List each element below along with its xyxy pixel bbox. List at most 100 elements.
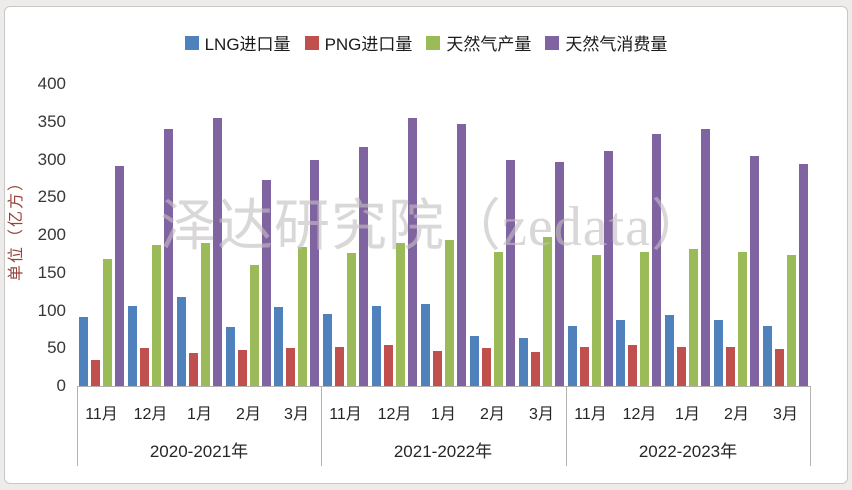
axis-divider bbox=[77, 386, 78, 466]
bar bbox=[494, 252, 503, 386]
bar bbox=[335, 347, 344, 386]
bar bbox=[384, 345, 393, 386]
y-tick-label: 400 bbox=[37, 74, 66, 93]
bar bbox=[457, 124, 466, 386]
bar bbox=[238, 350, 247, 386]
bar bbox=[213, 118, 222, 386]
year-group-label: 2021-2022年 bbox=[393, 442, 493, 461]
bar bbox=[91, 360, 100, 386]
x-axis-line bbox=[77, 386, 810, 387]
month-label: 12月 bbox=[377, 406, 412, 423]
bar bbox=[445, 240, 454, 386]
y-tick-label: 50 bbox=[47, 338, 66, 358]
month-label: 3月 bbox=[284, 406, 309, 423]
bar bbox=[396, 243, 405, 386]
bar bbox=[226, 327, 235, 386]
bar bbox=[506, 160, 515, 386]
bar bbox=[775, 349, 784, 386]
bar bbox=[372, 306, 381, 386]
bar bbox=[726, 347, 735, 386]
bar bbox=[164, 129, 173, 386]
bar bbox=[286, 348, 295, 386]
year-group-label: 2022-2023年 bbox=[638, 442, 738, 461]
month-label: 11月 bbox=[85, 406, 118, 423]
bar bbox=[470, 336, 479, 386]
bar bbox=[787, 255, 796, 386]
month-label: 12月 bbox=[133, 406, 168, 423]
y-tick-label: 300 bbox=[37, 149, 66, 169]
bar bbox=[201, 243, 210, 386]
month-label: 2月 bbox=[236, 406, 261, 423]
bar bbox=[763, 326, 772, 386]
y-tick-label: 200 bbox=[37, 225, 66, 244]
month-label: 12月 bbox=[622, 406, 657, 423]
month-label: 1月 bbox=[675, 406, 700, 423]
bar bbox=[408, 118, 417, 386]
bar bbox=[628, 345, 637, 386]
legend-item: LNG进口量 bbox=[184, 30, 291, 55]
legend-marker-icon bbox=[304, 35, 319, 50]
y-tick-label: 100 bbox=[37, 300, 66, 320]
month-label: 1月 bbox=[187, 406, 212, 423]
bar bbox=[555, 162, 564, 386]
y-tick-label: 250 bbox=[37, 187, 66, 207]
bar bbox=[347, 253, 356, 386]
bar bbox=[482, 348, 491, 386]
bar bbox=[128, 306, 137, 386]
legend-label: LNG进口量 bbox=[204, 35, 291, 54]
month-label: 3月 bbox=[529, 406, 554, 423]
month-label: 11月 bbox=[574, 406, 607, 423]
bar bbox=[103, 259, 112, 386]
bar bbox=[592, 255, 601, 386]
bar bbox=[604, 151, 613, 386]
legend-item: PNG进口量 bbox=[304, 30, 413, 55]
y-tick-label: 350 bbox=[37, 111, 66, 131]
month-label: 2月 bbox=[480, 406, 505, 423]
legend-label: 天然气产量 bbox=[446, 35, 532, 54]
year-group-label: 2020-2021年 bbox=[149, 442, 249, 461]
legend-item: 天然气产量 bbox=[426, 30, 531, 55]
bar bbox=[689, 249, 698, 386]
legend-marker-icon bbox=[426, 35, 441, 50]
bar bbox=[250, 265, 259, 386]
bar bbox=[177, 297, 186, 386]
y-tick-label: 0 bbox=[56, 376, 66, 395]
bar bbox=[640, 252, 649, 386]
bar bbox=[750, 156, 759, 386]
bar bbox=[421, 304, 430, 386]
month-label: 11月 bbox=[329, 406, 362, 423]
axis-divider bbox=[321, 386, 322, 466]
legend-marker-icon bbox=[545, 35, 560, 50]
month-label: 2月 bbox=[724, 406, 749, 423]
bar bbox=[701, 129, 710, 386]
bar bbox=[189, 353, 198, 386]
bar bbox=[738, 252, 747, 386]
bar bbox=[714, 320, 723, 386]
month-label: 1月 bbox=[431, 406, 456, 423]
axis-divider bbox=[810, 386, 811, 466]
bar bbox=[298, 247, 307, 386]
y-tick-label: 150 bbox=[37, 262, 66, 282]
axis-divider bbox=[566, 386, 567, 466]
bar bbox=[543, 237, 552, 386]
bar bbox=[519, 338, 528, 386]
legend-item: 天然气消费量 bbox=[545, 30, 667, 55]
bar bbox=[115, 166, 124, 386]
bar bbox=[323, 314, 332, 386]
bar bbox=[310, 160, 319, 386]
month-label: 3月 bbox=[773, 406, 798, 423]
legend: LNG进口量 PNG进口量 天然气产量 天然气消费量 bbox=[0, 30, 852, 55]
bar bbox=[152, 245, 161, 386]
legend-label: PNG进口量 bbox=[324, 35, 413, 54]
bar bbox=[665, 315, 674, 386]
bar bbox=[580, 347, 589, 386]
bar bbox=[433, 351, 442, 386]
bar bbox=[359, 147, 368, 386]
bar bbox=[652, 134, 661, 386]
bar bbox=[677, 347, 686, 386]
bar bbox=[140, 348, 149, 386]
legend-marker-icon bbox=[184, 35, 199, 50]
bar bbox=[568, 326, 577, 386]
bar bbox=[531, 352, 540, 386]
